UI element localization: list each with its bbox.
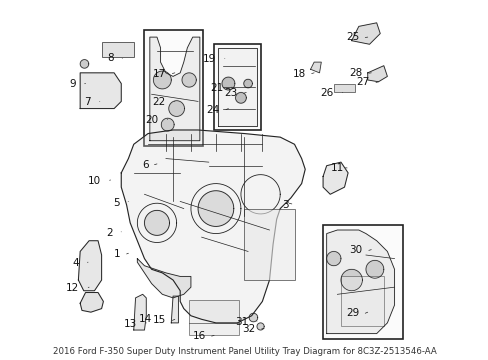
Text: 16: 16 bbox=[192, 331, 205, 341]
Text: 14: 14 bbox=[138, 314, 151, 324]
Bar bbox=[144, 30, 203, 146]
Polygon shape bbox=[80, 60, 88, 68]
Text: 25: 25 bbox=[345, 32, 358, 42]
Polygon shape bbox=[161, 118, 174, 131]
Text: 22: 22 bbox=[152, 98, 165, 108]
Polygon shape bbox=[367, 66, 386, 82]
Polygon shape bbox=[171, 296, 178, 323]
Text: 18: 18 bbox=[292, 68, 305, 78]
Text: 11: 11 bbox=[330, 163, 343, 173]
Polygon shape bbox=[121, 130, 305, 323]
Text: 9: 9 bbox=[69, 79, 76, 89]
Polygon shape bbox=[326, 230, 394, 334]
Text: 27: 27 bbox=[356, 77, 369, 87]
Bar bbox=[323, 225, 403, 339]
Polygon shape bbox=[80, 293, 103, 312]
Polygon shape bbox=[340, 269, 362, 291]
Polygon shape bbox=[149, 37, 200, 141]
Text: 20: 20 bbox=[145, 115, 159, 125]
Text: 8: 8 bbox=[106, 53, 113, 63]
Text: 2: 2 bbox=[106, 228, 112, 238]
Bar bbox=[244, 208, 294, 280]
Text: 5: 5 bbox=[113, 198, 119, 207]
Polygon shape bbox=[365, 260, 383, 278]
Text: 29: 29 bbox=[345, 308, 358, 318]
Text: 17: 17 bbox=[153, 68, 166, 78]
Polygon shape bbox=[235, 93, 246, 103]
Polygon shape bbox=[153, 71, 171, 89]
Polygon shape bbox=[168, 101, 184, 116]
Polygon shape bbox=[257, 323, 264, 330]
Text: 7: 7 bbox=[84, 97, 91, 107]
Bar bbox=[189, 300, 239, 336]
Polygon shape bbox=[80, 73, 121, 109]
Bar bbox=[144, 30, 203, 146]
Polygon shape bbox=[222, 77, 234, 90]
Text: 12: 12 bbox=[66, 283, 80, 293]
Polygon shape bbox=[249, 313, 257, 322]
Text: 23: 23 bbox=[224, 88, 237, 98]
Text: 4: 4 bbox=[72, 258, 79, 268]
Polygon shape bbox=[182, 73, 196, 87]
Polygon shape bbox=[244, 79, 252, 88]
Text: 21: 21 bbox=[209, 83, 223, 93]
Text: 30: 30 bbox=[349, 246, 362, 255]
Bar bbox=[102, 42, 134, 57]
Bar bbox=[333, 84, 354, 93]
Text: 3: 3 bbox=[281, 200, 288, 210]
Text: 6: 6 bbox=[142, 159, 148, 170]
Polygon shape bbox=[217, 48, 257, 126]
Polygon shape bbox=[198, 191, 233, 226]
Bar bbox=[214, 44, 260, 130]
Text: 1: 1 bbox=[114, 249, 121, 259]
Text: 13: 13 bbox=[124, 319, 137, 329]
Polygon shape bbox=[137, 258, 190, 298]
Text: 2016 Ford F-350 Super Duty Instrument Panel Utility Tray Diagram for 8C3Z-251354: 2016 Ford F-350 Super Duty Instrument Pa… bbox=[53, 347, 435, 356]
Polygon shape bbox=[134, 294, 146, 330]
Text: 26: 26 bbox=[320, 88, 333, 98]
Polygon shape bbox=[326, 251, 340, 266]
Polygon shape bbox=[78, 241, 102, 291]
Bar bbox=[323, 225, 403, 339]
Text: 32: 32 bbox=[242, 324, 255, 334]
Polygon shape bbox=[310, 62, 321, 73]
Text: 31: 31 bbox=[234, 317, 247, 327]
Text: 19: 19 bbox=[202, 54, 216, 64]
Bar bbox=[340, 276, 383, 327]
Text: 24: 24 bbox=[206, 105, 220, 114]
Bar bbox=[214, 44, 260, 130]
Polygon shape bbox=[323, 162, 347, 194]
Polygon shape bbox=[144, 210, 169, 235]
Polygon shape bbox=[351, 23, 380, 44]
Text: 15: 15 bbox=[153, 315, 166, 325]
Text: 10: 10 bbox=[87, 176, 101, 186]
Text: 28: 28 bbox=[349, 68, 362, 78]
